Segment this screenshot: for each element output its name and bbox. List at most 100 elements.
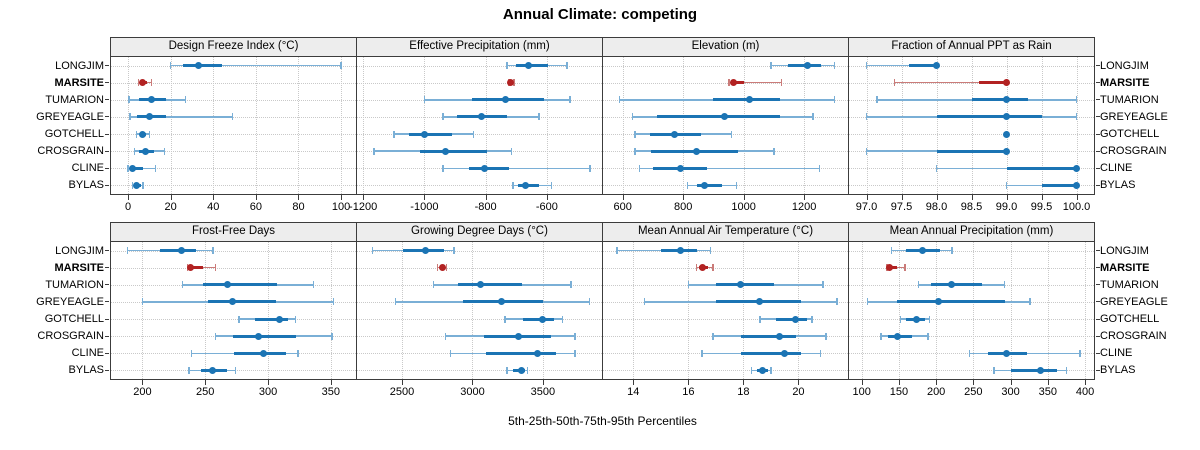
median-dot-gotchell [139,130,147,138]
median-dot-longjim [676,247,684,255]
whisker-cap-gotchell [811,315,813,323]
iqr-bar-greyeagle [897,300,1005,304]
whisker-cap-bylas [131,181,134,189]
gridline-vertical [622,57,624,194]
percentile-whisker-longjim [170,64,342,67]
whisker-cap-bylas [512,181,514,189]
axis-tick-label: 100 [331,201,351,213]
whisker-cap-greyeagle [812,113,814,121]
site-label-left-greyeagle: GREYEAGLE [36,295,104,308]
median-dot-bylas [209,366,217,374]
median-dot-greyeagle [1003,113,1010,121]
x-axis-frost-free-days: 200 250 300 350 [111,380,356,407]
gridline-vertical [804,57,806,194]
axis-tick [213,195,215,200]
row-tick-right [1096,167,1100,169]
whisker-cap-bylas [750,366,753,374]
gridline-vertical [1047,242,1049,379]
site-label-right-greyeagle: GREYEAGLE [1100,295,1168,308]
axis-tick [268,380,270,385]
site-label-right-marsite: MARSITE [1100,261,1150,274]
whisker-cap-greyeagle [1029,298,1031,306]
whisker-cap-longjim [890,247,893,255]
axis-tick [973,380,975,385]
row-tick-right [1096,82,1100,84]
row-guide-greyeagle [111,116,356,118]
percentile-whisker-marsite [729,81,782,84]
site-label-right-tumarion: TUMARION [1100,278,1159,291]
iqr-bar-gotchell [523,317,555,321]
median-dot-longjim [194,62,202,70]
median-dot-longjim [525,62,532,70]
whisker-cap-bylas [550,181,553,189]
axis-tick-label: 300 [1001,386,1020,398]
whisker-cap-greyeagle [141,298,144,306]
whisker-cap-cline [449,349,452,357]
axis-tick [542,380,544,385]
row-tick-left [105,369,109,371]
whisker-cap-gotchell [393,130,395,138]
row-guide-gotchell [111,319,356,321]
median-dot-longjim [177,247,185,255]
row-guide-bylas [849,185,1094,187]
whisker-cap-crosgrain [510,147,513,155]
axis-tick [971,195,973,200]
panel-header-mean-annual-air-temperature-c: Mean Annual Air Temperature (°C) [603,223,848,242]
whisker-cap-cline [574,349,576,357]
axis-tick [1085,380,1087,385]
gridline-vertical [485,57,487,194]
median-dot-marsite [139,79,147,87]
whisker-cap-cline [935,164,938,172]
row-tick-left [105,352,109,354]
site-label-left-marsite: MARSITE [54,76,105,89]
whisker-cap-cline [190,349,193,357]
gridline-vertical [1076,57,1078,194]
gridline-vertical [268,242,270,379]
whisker-cap-gotchell [928,315,931,323]
row-tick-right [1096,150,1100,152]
percentile-whisker-greyeagle [130,116,233,118]
row-tick-right [1096,133,1100,135]
iqr-bar-cline [130,166,143,170]
median-dot-gotchell [420,130,428,138]
row-guide-bylas [849,370,1094,372]
axis-tick [142,380,144,385]
row-guide-cline [111,168,356,170]
axis-tick-label: 150 [889,386,909,398]
gridline-vertical [633,242,635,379]
median-dot-crosgrain [515,332,523,340]
row-tick-left [105,184,109,186]
row-guide-gotchell [603,319,848,321]
iqr-bar-tumarion [458,283,523,287]
iqr-bar-longjim [183,64,222,68]
axis-tick [1041,195,1043,200]
panel-fraction-of-annual-ppt-as-rain: Fraction of Annual PPT as Rain [848,37,1095,195]
median-dot-marsite [698,264,706,272]
axis-tick [633,380,635,385]
median-dot-bylas [1073,181,1080,189]
whisker-cap-marsite [445,264,448,272]
row-tick-left [105,116,109,118]
site-label-right-longjim: LONGJIM [1100,244,1149,257]
median-dot-crosgrain [775,332,783,340]
row-guide-marsite [357,82,602,84]
row-guide-longjim [357,65,602,67]
iqr-bar-greyeagle [657,115,780,119]
axis-tick-label: 99.5 [1030,201,1053,213]
axis-tick [743,195,745,200]
gridline-vertical [213,57,215,194]
whisker-cap-greyeagle [442,113,444,121]
whisker-cap-crosgrain [163,147,165,155]
row-guide-crosgrain [849,336,1094,338]
gridline-vertical [688,242,690,379]
axis-tick-label: 200 [926,386,946,398]
whisker-cap-longjim [616,247,618,255]
panel-header-mean-annual-precipitation-mm: Mean Annual Precipitation (mm) [849,223,1094,242]
whisker-cap-greyeagle [836,298,838,306]
whisker-cap-marsite [214,264,217,272]
row-guide-gotchell [357,319,602,321]
median-dot-tumarion [737,281,745,289]
axis-tick-label: 80 [292,201,305,213]
whisker-cap-gotchell [472,130,475,138]
gridline-vertical [1006,57,1008,194]
